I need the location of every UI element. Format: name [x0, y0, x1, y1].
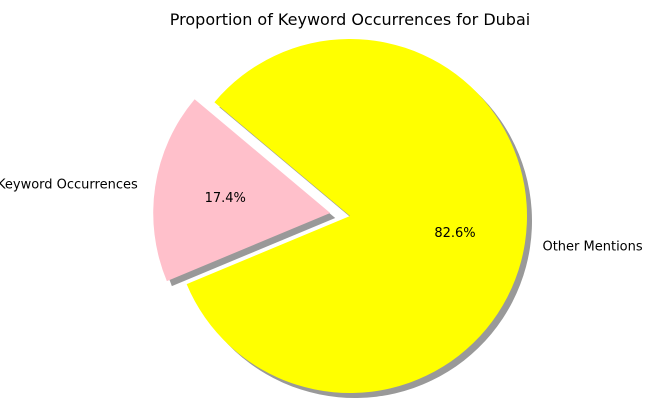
pie-labels: Keyword Occurrences 17.4% Other Mentions 82… [0, 178, 643, 255]
chart-title: Proportion of Keyword Occurrences for Du… [170, 10, 530, 29]
slice-label-keyword-occurrences: Keyword Occurrences [0, 178, 138, 193]
pie-slices [153, 39, 527, 394]
slice-percent-keyword-occurrences: 17.4% [205, 191, 246, 206]
slice-percent-other-mentions: 82.6% [434, 226, 475, 241]
slice-keyword-occurrences [153, 99, 331, 282]
slice-other-mentions [186, 39, 527, 394]
slice-label-other-mentions: Other Mentions [542, 239, 642, 254]
